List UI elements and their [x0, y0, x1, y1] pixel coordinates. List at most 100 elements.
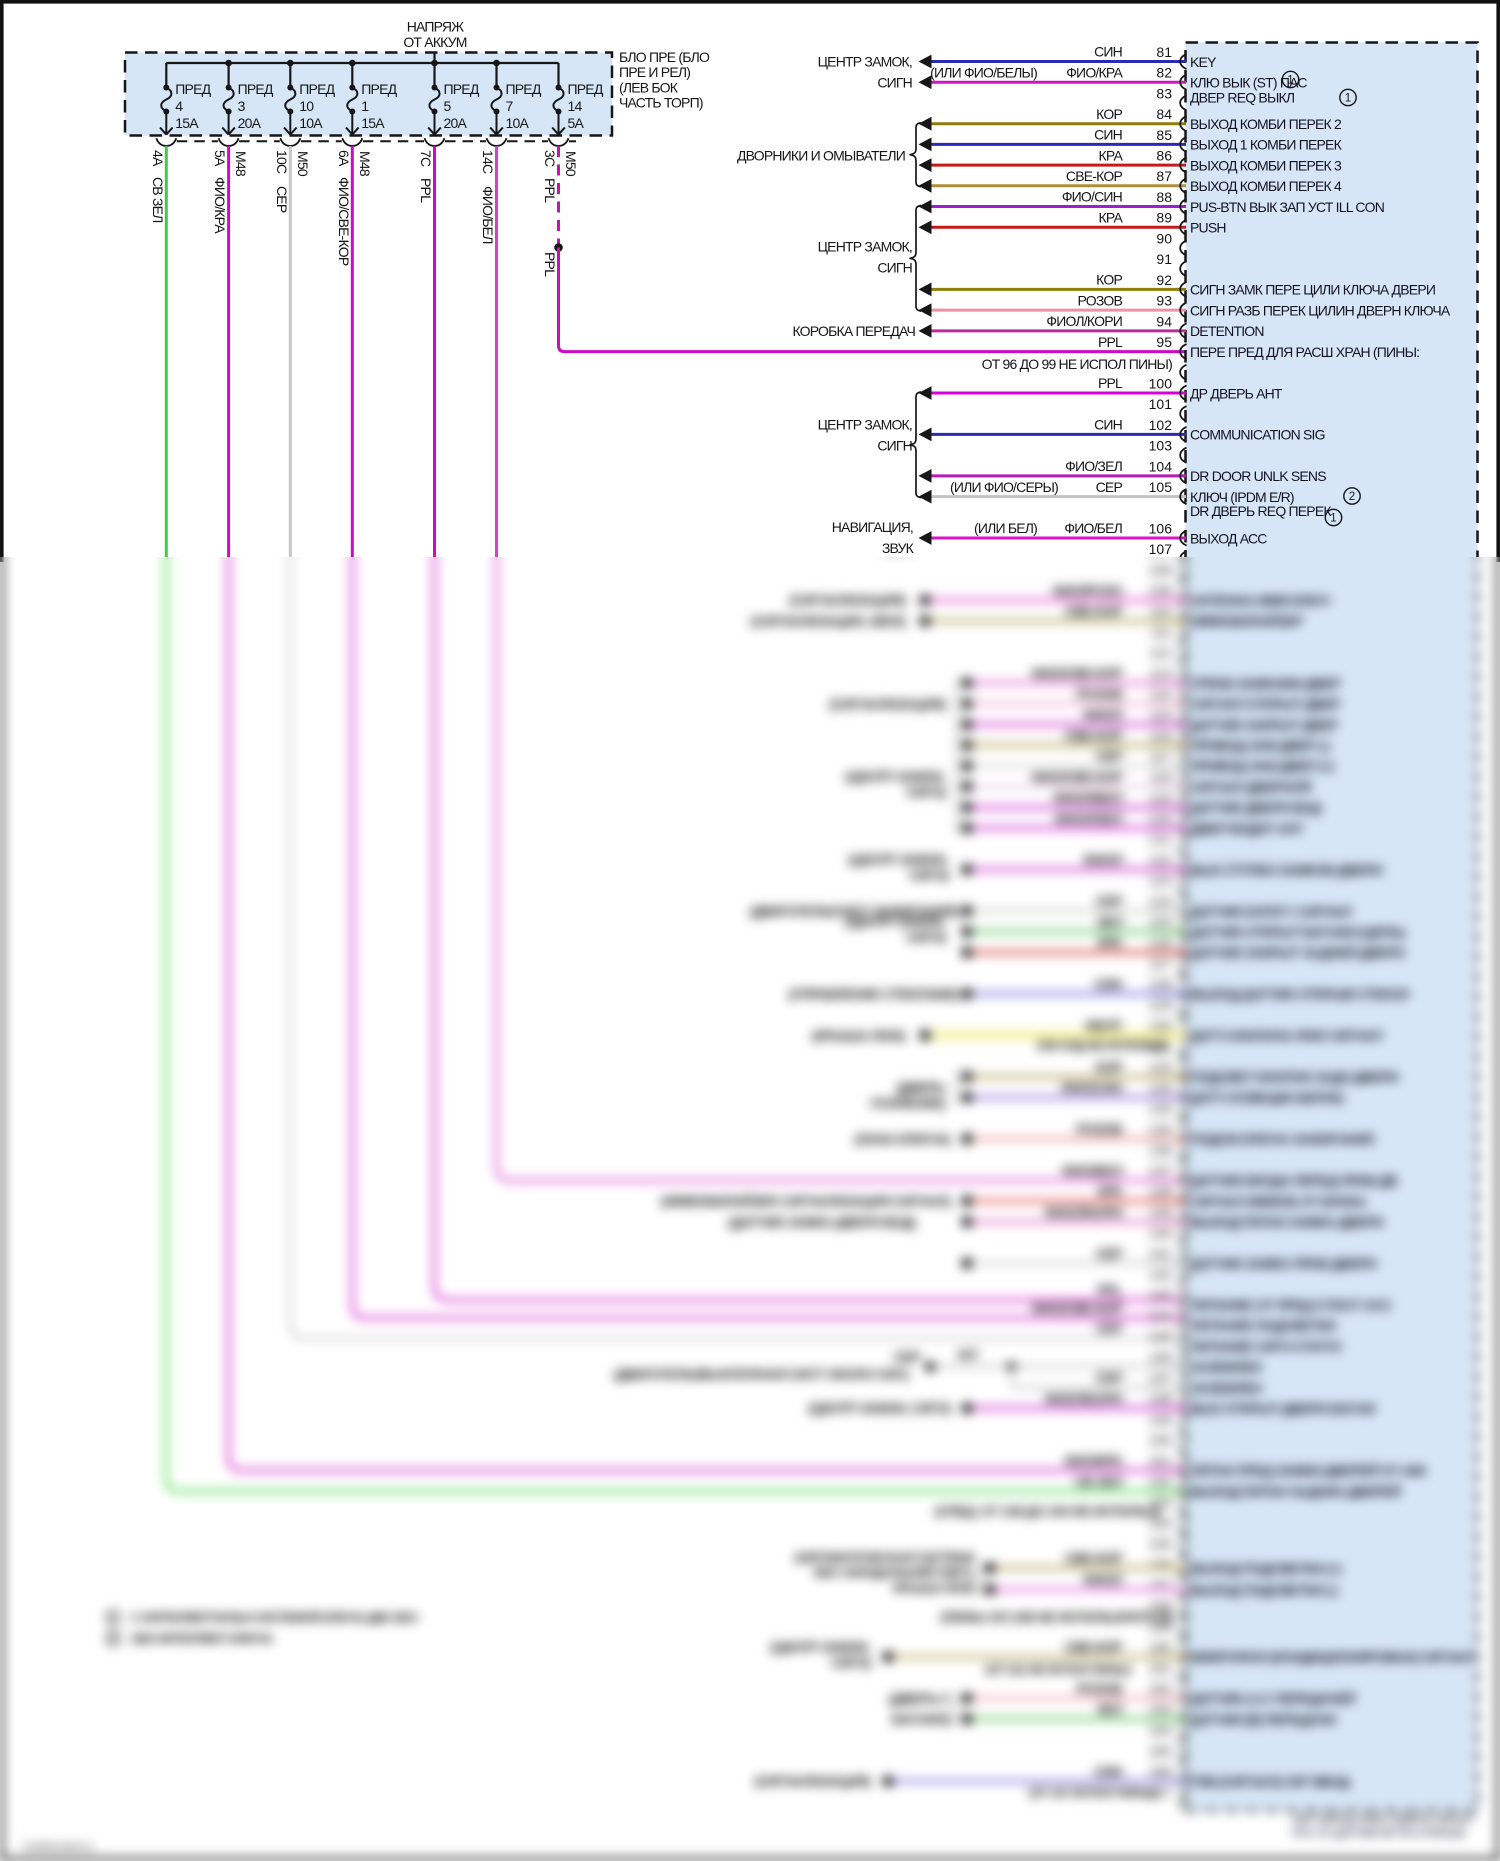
svg-text:94: 94	[1156, 313, 1172, 329]
svg-text:PPL: PPL	[542, 252, 558, 277]
svg-text:ФИО/ЗЕЛ: ФИО/ЗЕЛ	[1065, 458, 1122, 474]
svg-text:85: 85	[1156, 127, 1172, 143]
svg-text:88: 88	[1156, 189, 1172, 205]
svg-text:PPL: PPL	[1098, 334, 1123, 350]
svg-text:89: 89	[1156, 210, 1172, 226]
svg-text:92: 92	[1156, 272, 1172, 288]
svg-text:КОР: КОР	[1096, 106, 1122, 122]
svg-text:100: 100	[1149, 375, 1173, 391]
svg-text:КОРОБКА ПЕРЕДАЧ: КОРОБКА ПЕРЕДАЧ	[792, 323, 915, 339]
svg-text:DR ДВЕРЬ REQ ПЕРЕК: DR ДВЕРЬ REQ ПЕРЕК	[1190, 503, 1332, 519]
svg-text:СИН: СИН	[1094, 127, 1122, 143]
svg-text:ПРЕ И РЕЛ): ПРЕ И РЕЛ)	[619, 64, 690, 80]
svg-text:СЕР: СЕР	[1096, 479, 1123, 495]
svg-text:20А: 20А	[238, 115, 262, 131]
svg-text:90: 90	[1156, 230, 1172, 246]
svg-text:14: 14	[568, 98, 583, 114]
svg-text:СИН: СИН	[1094, 44, 1122, 60]
svg-text:ПРЕД: ПРЕД	[299, 81, 335, 97]
svg-text:4А: 4А	[150, 150, 166, 167]
svg-text:ЗВУК: ЗВУК	[882, 540, 915, 556]
svg-text:ЧАСТЬ ТОРП): ЧАСТЬ ТОРП)	[619, 95, 703, 111]
svg-text:5А: 5А	[212, 150, 228, 167]
svg-text:10: 10	[299, 98, 314, 114]
svg-text:15А: 15А	[175, 115, 199, 131]
svg-text:86: 86	[1156, 148, 1172, 164]
svg-text:ЦЕНТР ЗАМОК,: ЦЕНТР ЗАМОК,	[818, 239, 912, 255]
svg-text:102: 102	[1149, 417, 1173, 433]
svg-text:ВЫХОД КОМБИ ПЕРЕК 3: ВЫХОД КОМБИ ПЕРЕК 3	[1190, 157, 1342, 173]
svg-text:КЛЮЧ (IPDM E/R): КЛЮЧ (IPDM E/R)	[1190, 489, 1294, 505]
svg-text:СВ ЗЕЛ: СВ ЗЕЛ	[150, 177, 166, 223]
svg-text:1: 1	[1287, 75, 1293, 87]
svg-text:82: 82	[1156, 65, 1172, 81]
svg-text:101: 101	[1149, 396, 1173, 412]
svg-text:М50: М50	[295, 151, 311, 177]
svg-text:7: 7	[506, 98, 514, 114]
svg-text:COMMUNICATION SIG: COMMUNICATION SIG	[1190, 427, 1325, 443]
svg-text:ПРЕД: ПРЕД	[506, 81, 542, 97]
svg-text:НАПРЯЖ: НАПРЯЖ	[407, 19, 464, 35]
svg-text:5А: 5А	[568, 115, 585, 131]
svg-text:81: 81	[1156, 44, 1172, 60]
svg-text:91: 91	[1156, 251, 1172, 267]
svg-text:PPL: PPL	[418, 178, 434, 203]
svg-text:ЦЕНТР ЗАМОК,: ЦЕНТР ЗАМОК,	[818, 54, 912, 70]
svg-text:ФИО/СИН: ФИО/СИН	[1062, 189, 1122, 205]
svg-text:2: 2	[1349, 491, 1355, 503]
svg-text:КЛЮ ВЫК (ST) ПАС: КЛЮ ВЫК (ST) ПАС	[1190, 75, 1307, 91]
svg-text:СИГН: СИГН	[877, 75, 912, 91]
svg-text:М50: М50	[563, 151, 579, 177]
svg-text:PPL: PPL	[542, 178, 558, 203]
svg-text:ДР ДВЕРЬ АНТ: ДР ДВЕРЬ АНТ	[1190, 385, 1283, 401]
svg-text:(ЛЕВ БОК: (ЛЕВ БОК	[619, 79, 679, 95]
svg-text:ВЫХОД КОМБИ ПЕРЕК 2: ВЫХОД КОМБИ ПЕРЕК 2	[1190, 116, 1342, 132]
svg-text:РОЗОВ: РОЗОВ	[1078, 292, 1123, 308]
svg-text:СИГН ЗАМК ПЕРЕ ЦИЛИ КЛЮЧА ДВЕР: СИГН ЗАМК ПЕРЕ ЦИЛИ КЛЮЧА ДВЕРИ	[1190, 282, 1435, 298]
svg-text:(ИЛИ ФИО/БЕЛЫ): (ИЛИ ФИО/БЕЛЫ)	[930, 64, 1037, 80]
svg-text:СВЕ-КОР: СВЕ-КОР	[1066, 168, 1123, 184]
svg-text:20А: 20А	[444, 115, 468, 131]
svg-text:КРА: КРА	[1099, 210, 1124, 226]
svg-text:ЦЕНТР ЗАМОК,: ЦЕНТР ЗАМОК,	[818, 417, 912, 433]
svg-text:84: 84	[1156, 106, 1172, 122]
svg-text:ОТ АККУМ: ОТ АККУМ	[403, 34, 466, 50]
svg-text:СЕР: СЕР	[274, 186, 290, 213]
svg-text:105: 105	[1149, 479, 1173, 495]
svg-text:15А: 15А	[361, 115, 385, 131]
svg-text:104: 104	[1149, 458, 1173, 474]
svg-text:107: 107	[1149, 541, 1173, 557]
svg-text:ПРЕД: ПРЕД	[361, 81, 397, 97]
svg-text:6А: 6А	[336, 150, 352, 167]
svg-text:М48: М48	[233, 151, 249, 177]
svg-text:10С: 10С	[274, 150, 290, 174]
svg-text:4: 4	[175, 98, 183, 114]
svg-text:ПРЕД: ПРЕД	[175, 81, 211, 97]
svg-text:3: 3	[238, 98, 246, 114]
svg-text:1: 1	[1330, 513, 1336, 525]
svg-text:М48: М48	[357, 151, 373, 177]
svg-text:87: 87	[1156, 168, 1172, 184]
svg-text:БЛО ПРЕ (БЛО: БЛО ПРЕ (БЛО	[619, 49, 710, 65]
svg-text:ПРЕД: ПРЕД	[444, 81, 480, 97]
svg-text:KEY: KEY	[1190, 54, 1217, 70]
svg-text:ВЫХОД КОМБИ ПЕРЕК 4: ВЫХОД КОМБИ ПЕРЕК 4	[1190, 178, 1342, 194]
svg-text:14С: 14С	[480, 150, 496, 174]
svg-text:НАВИГАЦИЯ,: НАВИГАЦИЯ,	[832, 519, 913, 535]
svg-text:СИГН: СИГН	[877, 437, 912, 453]
svg-text:10А: 10А	[299, 115, 323, 131]
svg-text:ФИО/БЕЛ: ФИО/БЕЛ	[1064, 520, 1122, 536]
svg-text:ФИО/КРА: ФИО/КРА	[1066, 64, 1123, 80]
svg-text:PPL: PPL	[1098, 375, 1123, 391]
svg-text:1: 1	[1345, 93, 1351, 105]
svg-text:103: 103	[1149, 438, 1173, 454]
svg-text:ДВЕР REQ ВЫКЛ: ДВЕР REQ ВЫКЛ	[1190, 89, 1295, 105]
svg-text:10А: 10А	[506, 115, 530, 131]
svg-text:93: 93	[1156, 293, 1172, 309]
svg-text:1: 1	[361, 98, 369, 114]
svg-text:ВЫХОД 1 КОМБИ ПЕРЕК: ВЫХОД 1 КОМБИ ПЕРЕК	[1190, 137, 1343, 153]
svg-text:ПРЕД: ПРЕД	[568, 81, 604, 97]
svg-text:DETENTION: DETENTION	[1190, 323, 1264, 339]
svg-text:ФИО/КРА: ФИО/КРА	[212, 177, 228, 234]
svg-text:ВЫХОД АСС: ВЫХОД АСС	[1190, 530, 1267, 546]
